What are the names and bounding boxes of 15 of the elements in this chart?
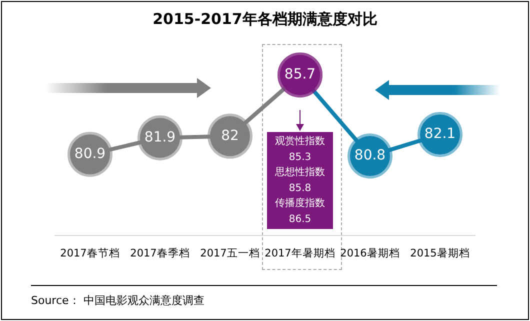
chart-title: 2015-2017年各档期满意度对比: [152, 10, 378, 29]
data-label: 81.9: [144, 129, 176, 146]
data-label: 80.9: [74, 146, 106, 162]
x-tick-label: 2016暑期档: [340, 247, 400, 260]
x-tick-label: 2017年暑期档: [264, 247, 336, 260]
x-tick-label: 2017春节档: [60, 246, 120, 260]
data-label: 85.7: [284, 66, 316, 83]
data-label: 82: [221, 128, 239, 144]
x-tick-label: 2017春季档: [130, 246, 190, 260]
source-note: Source： 中国电影观众满意度调查: [31, 293, 204, 308]
annotation: 观赏性指数 85.3 思想性指数 85.8 传播度指数 86.5: [267, 132, 333, 229]
x-tick-label: 2015暑期档: [410, 247, 470, 260]
data-label: 82.1: [424, 126, 456, 142]
data-label: 80.8: [354, 148, 386, 164]
x-tick-label: 2017五一档: [200, 247, 260, 260]
